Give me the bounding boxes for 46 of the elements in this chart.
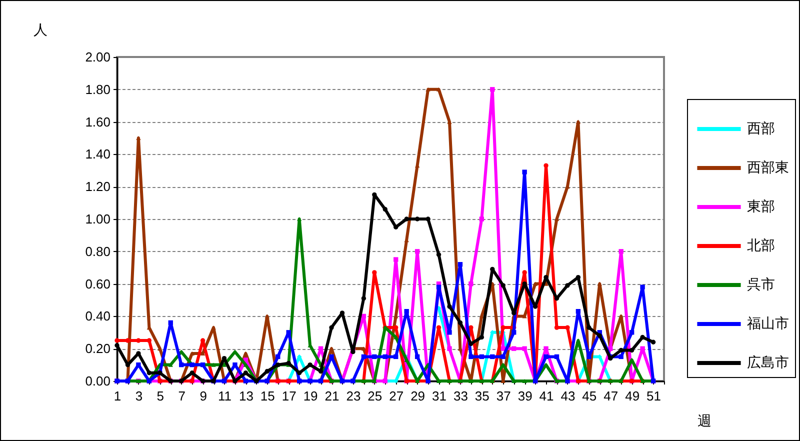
x-tick-label: 51 [646, 388, 662, 404]
y-tick-label: 0.80 [85, 244, 110, 259]
y-tick-label: 1.40 [85, 146, 110, 162]
x-axis-title: 週 [698, 412, 712, 428]
x-tick-label: 13 [238, 388, 254, 404]
x-tick-label: 17 [282, 388, 296, 404]
y-tick-label: 2.00 [85, 50, 110, 64]
legend-label: 東部 [747, 198, 775, 214]
x-tick-label: 35 [474, 388, 490, 404]
y-tick-label: 1.80 [85, 82, 110, 97]
y-tick-label: 0.40 [85, 308, 110, 324]
x-tick-label: 47 [604, 388, 618, 404]
y-tick-label: 0.00 [85, 374, 110, 388]
y-tick-label: 1.60 [85, 114, 110, 130]
x-tick-label: 19 [303, 388, 318, 404]
x-tick-label: 1 [114, 388, 122, 404]
y-tick-label: 1.00 [85, 212, 110, 226]
legend-label: 呉市 [747, 276, 775, 292]
x-tick-label: 31 [432, 388, 446, 404]
x-tick-label: 15 [260, 388, 275, 404]
legend-label: 西部東 [747, 159, 789, 175]
x-tick-label: 33 [453, 388, 468, 404]
x-tick-label: 49 [625, 388, 640, 404]
x-tick-label: 3 [135, 388, 143, 404]
legend-label: 広島市 [747, 354, 789, 370]
x-tick-label: 43 [560, 388, 576, 404]
legend-label: 北部 [747, 237, 775, 253]
legend-label: 西部 [747, 120, 775, 136]
y-tick-label: 1.20 [85, 179, 110, 194]
y-tick-label: 0.20 [85, 341, 110, 356]
x-tick-label: 23 [346, 388, 361, 404]
x-tick-label: 37 [496, 388, 511, 404]
legend-label: 福山市 [747, 315, 789, 331]
y-axis-title: 人 [34, 22, 48, 38]
y-tick-label: 0.60 [85, 276, 110, 292]
x-tick-label: 45 [582, 388, 597, 404]
x-tick-label: 25 [368, 388, 382, 404]
x-tick-label: 11 [218, 388, 232, 404]
x-tick-label: 5 [156, 388, 164, 404]
x-tick-label: 9 [200, 388, 207, 404]
x-tick-label: 27 [389, 388, 404, 404]
x-tick-label: 29 [410, 388, 426, 404]
x-tick-label: 7 [178, 388, 186, 404]
x-tick-label: 39 [518, 388, 532, 404]
x-tick-label: 41 [539, 388, 554, 404]
x-tick-label: 21 [324, 388, 340, 404]
